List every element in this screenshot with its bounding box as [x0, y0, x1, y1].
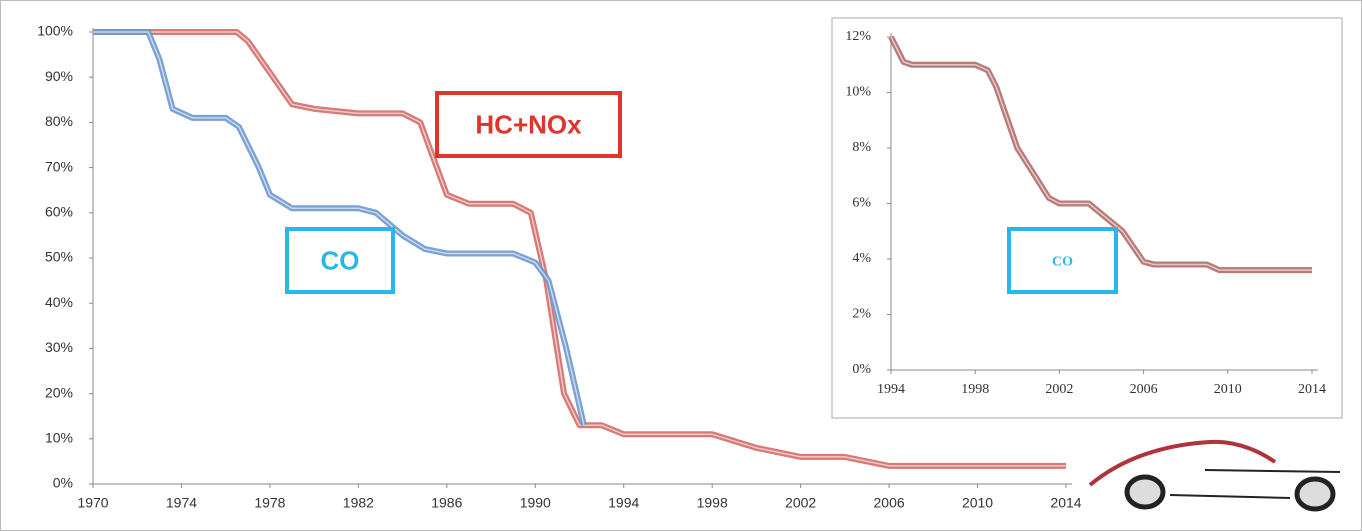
plot-inset: 0% 2% 4% 6% 8% 10% 12% 1994 1998 2002 2006 2010 2014…: [845, 29, 1326, 397]
x-tick-label: 2014: [1298, 382, 1326, 397]
series-label-box: [435, 91, 622, 158]
y-tick-label: 100%: [37, 23, 73, 39]
y-tick-label: 40%: [45, 294, 73, 310]
x-tick-label: 1970: [77, 495, 108, 511]
series-label: CO: [1052, 255, 1073, 270]
x-tick-label: 1998: [697, 495, 728, 511]
series-label-box: [285, 227, 395, 294]
y-tick-label: 70%: [45, 158, 73, 174]
y-tick-label: 0%: [53, 475, 73, 491]
x-tick-label: 2014: [1050, 495, 1081, 511]
inset-frame: [831, 17, 1343, 419]
y-tick-label: 4%: [852, 251, 871, 266]
y-tick-label: 60%: [45, 204, 73, 220]
x-tick-label: 1978: [254, 495, 285, 511]
x-tick-label: 2010: [1214, 382, 1242, 397]
x-tick-label: 2002: [785, 495, 816, 511]
x-tick-label: 1994: [877, 382, 905, 397]
series-label: CO: [321, 245, 360, 275]
car-icon: [1088, 439, 1341, 512]
series-line: [93, 31, 1066, 467]
y-tick-label: 50%: [45, 249, 73, 265]
y-tick-label: 90%: [45, 68, 73, 84]
x-tick-label: 1994: [608, 495, 639, 511]
y-tick-label: 8%: [852, 140, 871, 155]
y-tick-label: 10%: [845, 85, 871, 100]
x-tick-label: 2006: [874, 495, 905, 511]
x-tick-label: 1986: [431, 495, 462, 511]
y-tick-label: 6%: [852, 196, 871, 211]
y-tick-label: 30%: [45, 339, 73, 355]
y-tick-label: 80%: [45, 113, 73, 129]
series-label: HC+NOx: [475, 109, 582, 139]
series-label-box: [1007, 227, 1118, 294]
y-tick-label: 20%: [45, 384, 73, 400]
x-tick-label: 2010: [962, 495, 993, 511]
y-tick-label: 0%: [852, 362, 871, 377]
x-tick-label: 1974: [166, 495, 197, 511]
x-tick-label: 1990: [520, 495, 551, 511]
y-tick-label: 2%: [852, 307, 871, 322]
x-tick-label: 1998: [961, 382, 989, 397]
y-tick-label: 10%: [45, 430, 73, 446]
series-line: [890, 36, 1312, 271]
y-tick-label: 12%: [845, 29, 871, 44]
series-line: [93, 31, 585, 426]
x-tick-label: 2006: [1130, 382, 1158, 397]
x-tick-label: 2002: [1045, 382, 1073, 397]
plot-main: 0% 10% 20% 30% 40% 50% 60% 70% 80% 90% 100% 1970 197…: [37, 23, 1082, 511]
x-tick-label: 1982: [343, 495, 374, 511]
